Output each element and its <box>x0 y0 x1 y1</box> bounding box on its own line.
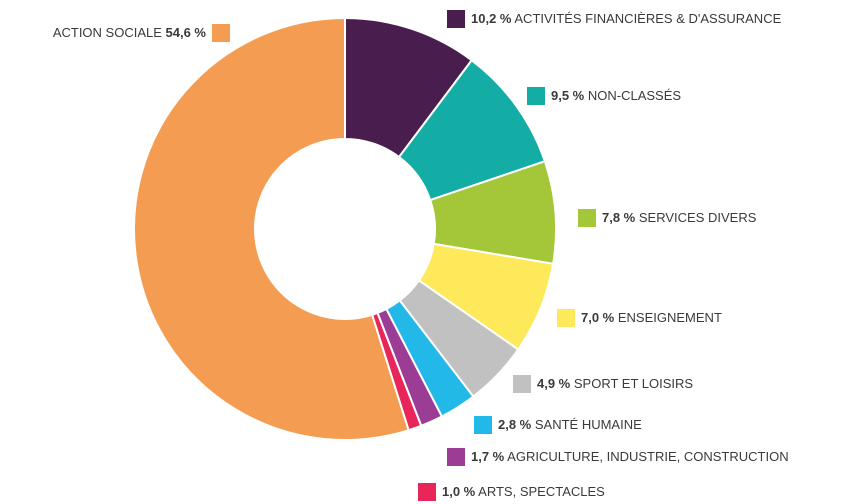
legend-swatch <box>527 87 545 105</box>
category-label: AGRICULTURE, INDUSTRIE, CONSTRUCTION <box>507 449 788 464</box>
value-label: 2,8 % <box>498 417 532 432</box>
legend-swatch <box>447 10 465 28</box>
value-label: 1,7 % <box>471 449 505 464</box>
category-label: SANTÉ HUMAINE <box>535 417 642 432</box>
value-label: 4,9 % <box>537 376 571 391</box>
slice-label: ACTION SOCIALE 54,6 % <box>53 25 207 40</box>
legend-swatch <box>578 209 596 227</box>
category-label: ACTION SOCIALE <box>53 25 162 40</box>
value-label: 7,0 % <box>581 310 615 325</box>
slice-label: 9,5 % NON-CLASSÉS <box>551 88 681 103</box>
value-label: 7,8 % <box>602 210 636 225</box>
value-label: 54,6 % <box>166 25 207 40</box>
legend-swatch <box>447 448 465 466</box>
slice-label: 1,7 % AGRICULTURE, INDUSTRIE, CONSTRUCTI… <box>471 449 789 464</box>
legend-swatch <box>212 24 230 42</box>
value-label: 1,0 % <box>442 484 476 499</box>
category-label: SERVICES DIVERS <box>639 210 757 225</box>
category-label: ACTIVITÉS FINANCIÈRES & D'ASSURANCE <box>514 11 781 26</box>
category-label: SPORT ET LOISIRS <box>574 376 694 391</box>
value-label: 9,5 % <box>551 88 585 103</box>
legend-swatch <box>474 416 492 434</box>
legend-swatch <box>513 375 531 393</box>
legend-swatch <box>557 309 575 327</box>
slice-label: 7,8 % SERVICES DIVERS <box>602 210 757 225</box>
category-label: ENSEIGNEMENT <box>618 310 722 325</box>
slice-label: 7,0 % ENSEIGNEMENT <box>581 310 722 325</box>
legend-swatch <box>418 483 436 501</box>
donut-slice <box>133 16 410 441</box>
category-label: NON-CLASSÉS <box>588 88 682 103</box>
category-label: ARTS, SPECTACLES <box>478 484 605 499</box>
slice-label: 4,9 % SPORT ET LOISIRS <box>537 376 693 391</box>
slice-label: 1,0 % ARTS, SPECTACLES <box>442 484 605 499</box>
slice-label: 2,8 % SANTÉ HUMAINE <box>498 417 642 432</box>
slice-label: 10,2 % ACTIVITÉS FINANCIÈRES & D'ASSURAN… <box>471 11 782 26</box>
value-label: 10,2 % <box>471 11 512 26</box>
